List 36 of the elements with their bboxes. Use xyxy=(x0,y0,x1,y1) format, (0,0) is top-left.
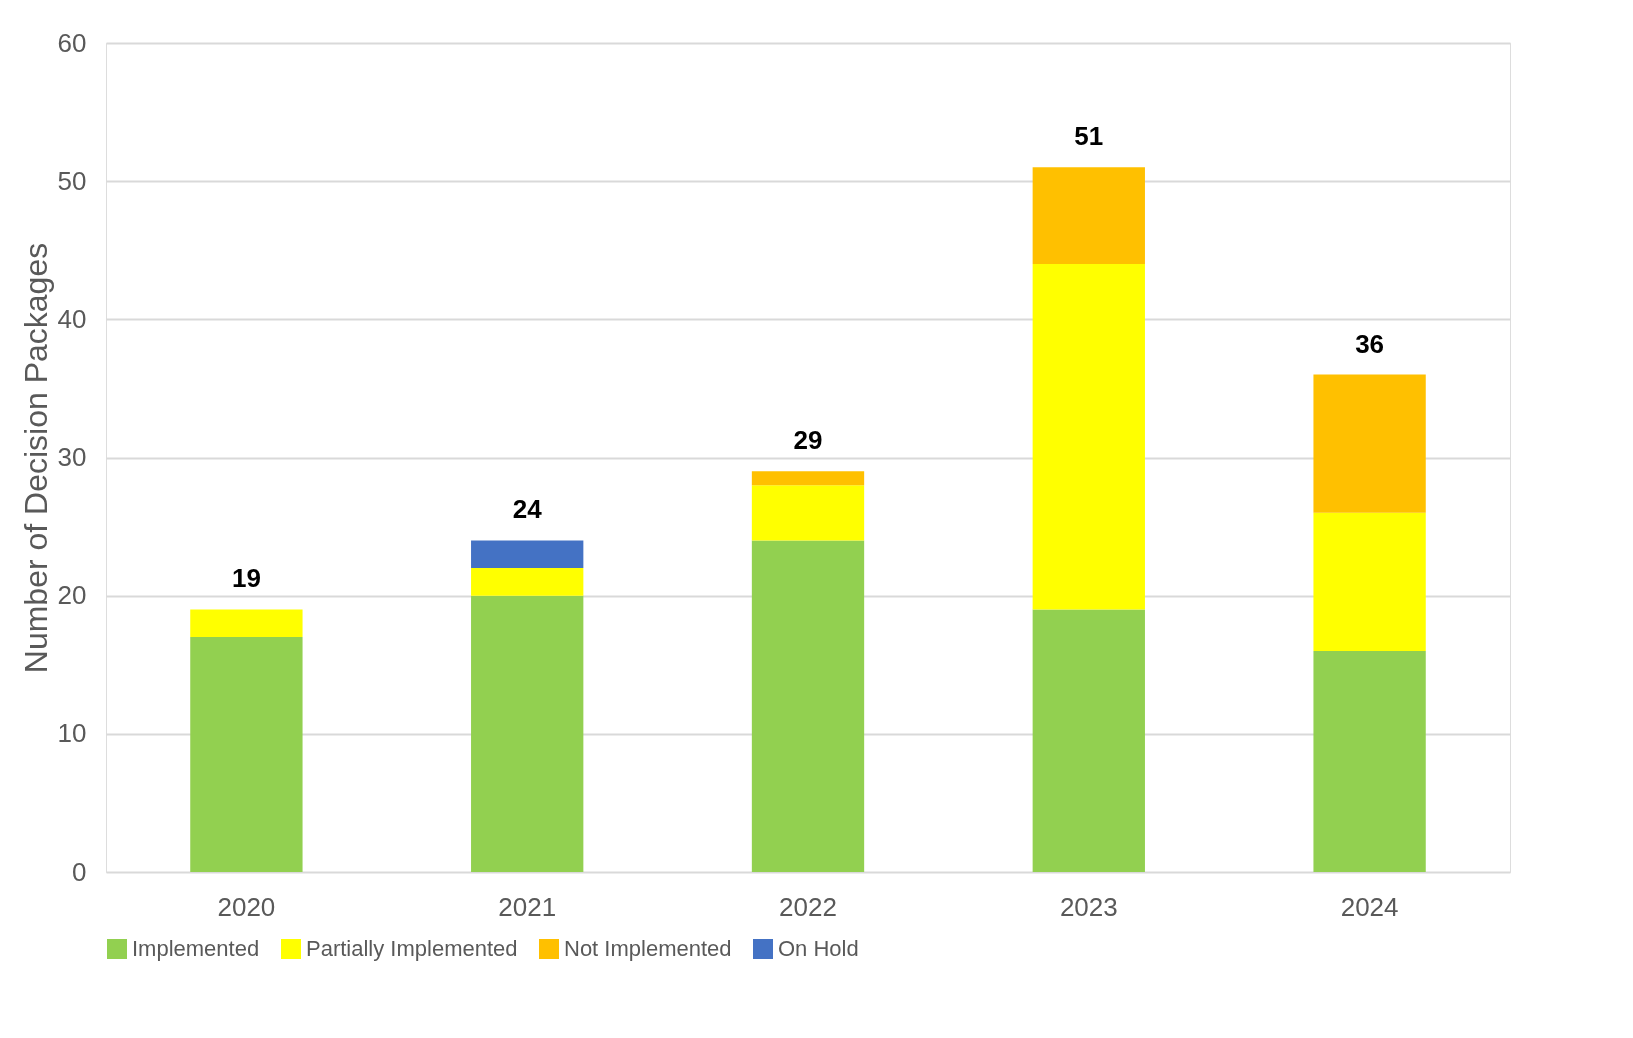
bar xyxy=(1032,264,1145,610)
bar xyxy=(1313,512,1426,651)
y-tick-label: 20 xyxy=(57,580,87,611)
bar xyxy=(1032,167,1145,265)
total-label: 19 xyxy=(231,563,261,594)
bar xyxy=(190,609,303,638)
y-tick-label: 0 xyxy=(72,856,87,887)
bar xyxy=(751,485,865,541)
y-tick-label: 10 xyxy=(57,718,87,749)
bar xyxy=(471,568,584,596)
total-label: 29 xyxy=(793,425,823,456)
x-tick-label: 2022 xyxy=(779,891,837,922)
bar xyxy=(751,471,865,486)
legend-label: Partially Implemented xyxy=(306,936,518,961)
legend-label: Not Implemented xyxy=(564,936,732,961)
x-tick-label: 2020 xyxy=(217,891,276,922)
bar xyxy=(190,637,303,872)
bar xyxy=(1032,609,1145,872)
legend-label: Implemented xyxy=(132,936,260,961)
y-tick-label: 40 xyxy=(57,303,87,334)
y-tick-label: 30 xyxy=(57,442,87,472)
y-tick-label: 50 xyxy=(57,165,87,196)
total-label: 51 xyxy=(1074,121,1104,152)
x-tick-label: 2021 xyxy=(498,891,557,922)
x-tick-label: 2023 xyxy=(1059,891,1118,922)
bar xyxy=(1313,650,1426,872)
legend-label: On Hold xyxy=(778,936,859,961)
bar xyxy=(471,595,584,872)
y-tick-label: 60 xyxy=(57,27,87,58)
bar xyxy=(471,540,584,569)
total-label: 24 xyxy=(512,494,543,525)
y-axis-title: Number of Decision Packages xyxy=(17,242,54,674)
bar xyxy=(751,540,865,872)
total-label: 36 xyxy=(1355,328,1385,359)
x-tick-label: 2024 xyxy=(1340,891,1399,922)
bar xyxy=(1313,374,1426,513)
